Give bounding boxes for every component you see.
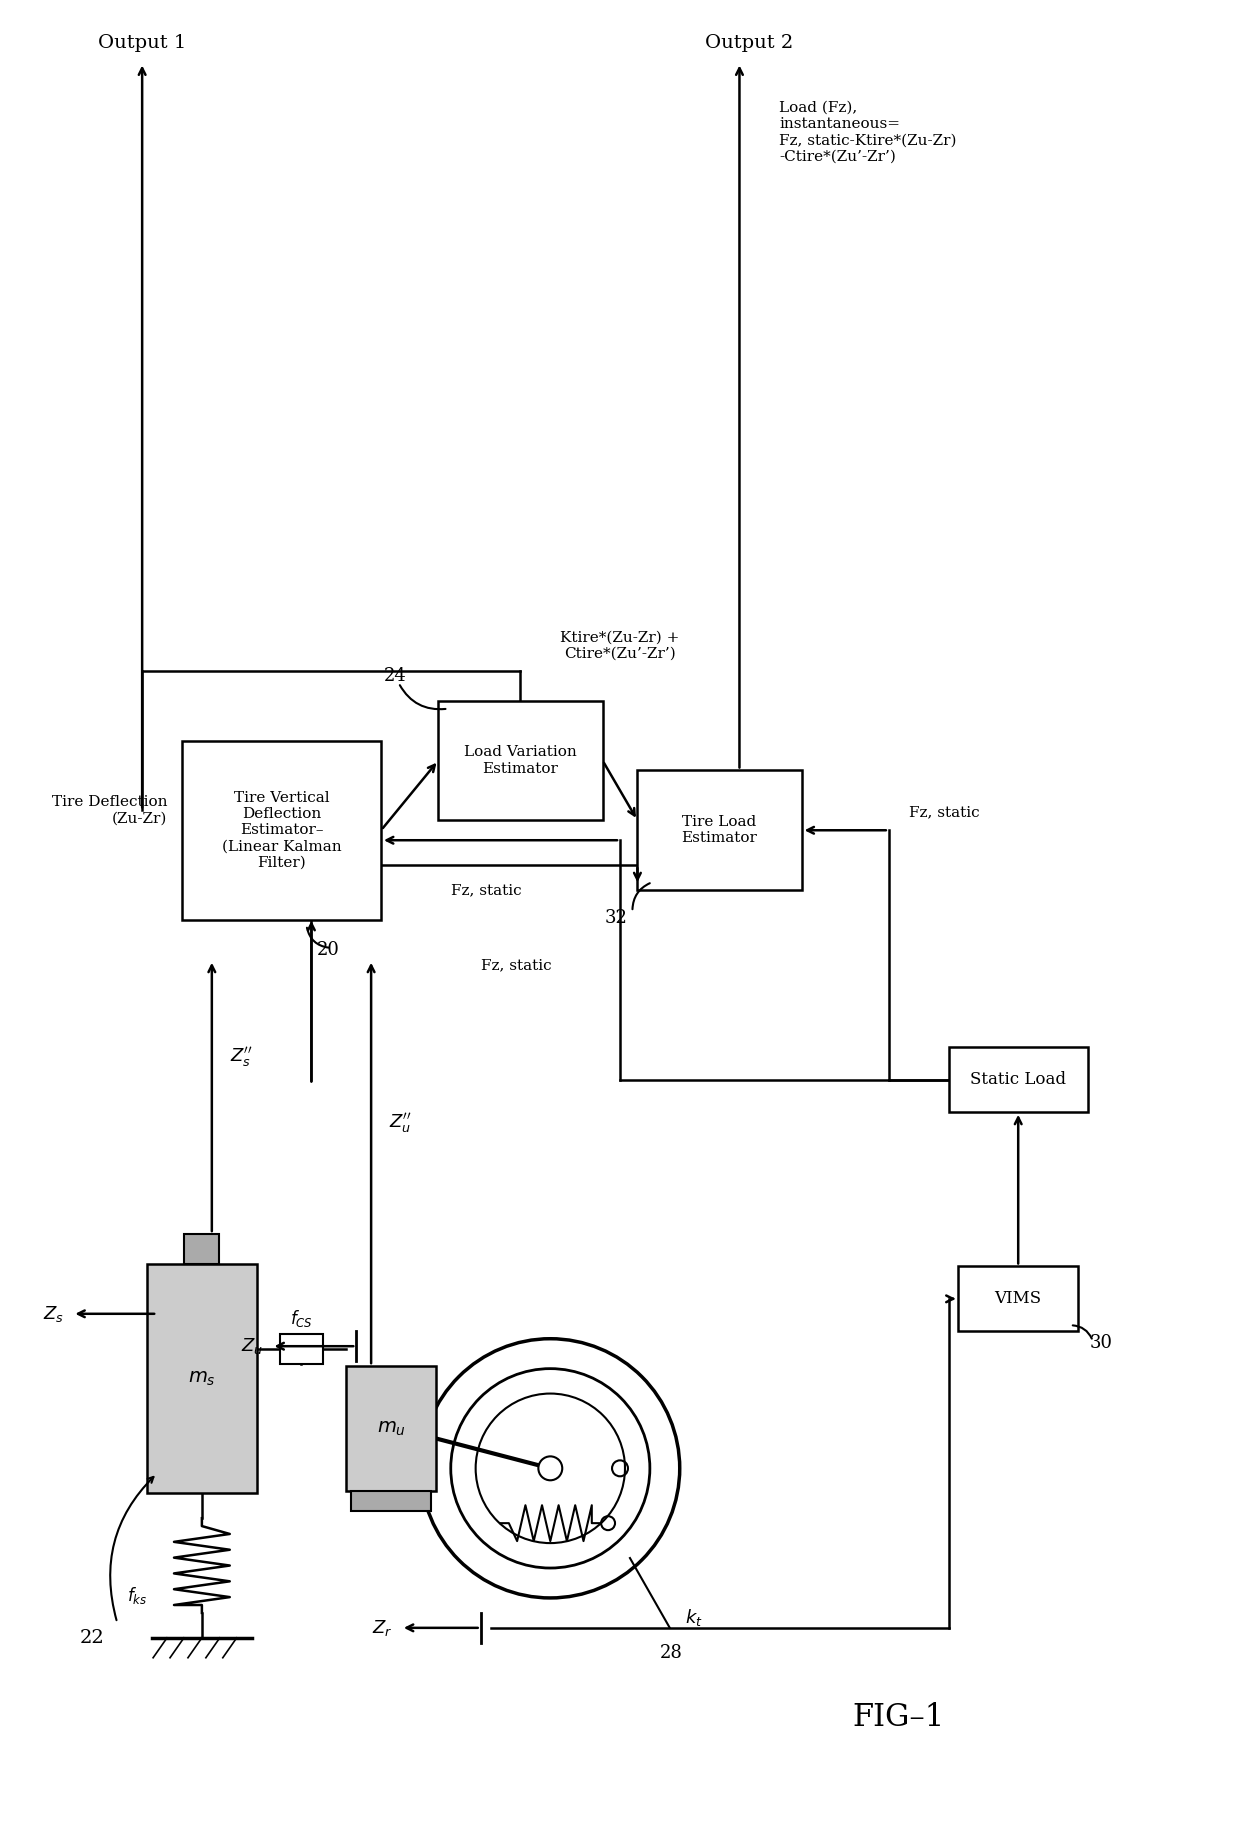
Text: $k_t$: $k_t$ — [684, 1606, 703, 1629]
Bar — [182, 740, 381, 920]
Text: $f_{ks}$: $f_{ks}$ — [126, 1584, 148, 1606]
Text: 28: 28 — [660, 1643, 683, 1662]
Text: $m_u$: $m_u$ — [377, 1419, 405, 1438]
Text: $m_s$: $m_s$ — [188, 1370, 216, 1388]
Text: Tire Vertical
Deflection
Estimator–
(Linear Kalman
Filter): Tire Vertical Deflection Estimator– (Lin… — [222, 791, 341, 870]
Text: 32: 32 — [605, 909, 627, 927]
Text: $Z_s''$: $Z_s''$ — [229, 1045, 253, 1069]
Text: VIMS: VIMS — [994, 1291, 1042, 1307]
Bar — [949, 1047, 1087, 1113]
Text: 20: 20 — [316, 940, 340, 958]
Bar — [148, 1263, 257, 1493]
Text: 24: 24 — [383, 666, 407, 685]
Bar — [346, 1366, 435, 1491]
Bar — [279, 1333, 324, 1364]
Text: Output 2: Output 2 — [706, 33, 794, 51]
Text: FIG–1: FIG–1 — [853, 1702, 945, 1733]
Text: 22: 22 — [81, 1629, 104, 1647]
Text: Tire Deflection
(Zu-Zr): Tire Deflection (Zu-Zr) — [52, 795, 167, 826]
Text: Load Variation
Estimator: Load Variation Estimator — [464, 745, 577, 775]
Bar — [185, 1234, 219, 1263]
Text: $f_{CS}$: $f_{CS}$ — [290, 1309, 312, 1329]
Text: $Z_r$: $Z_r$ — [372, 1618, 393, 1638]
Text: Output 1: Output 1 — [98, 33, 186, 51]
Text: Fz, static: Fz, static — [909, 806, 980, 819]
Text: Fz, static: Fz, static — [451, 883, 521, 898]
Text: $Z_s$: $Z_s$ — [43, 1304, 64, 1324]
Text: Tire Load
Estimator: Tire Load Estimator — [682, 815, 758, 845]
Text: Load (Fz),
instantaneous=
Fz, static-Ktire*(Zu-Zr)
-Ctire*(Zu’-Zr’): Load (Fz), instantaneous= Fz, static-Kti… — [779, 101, 957, 163]
Text: 30: 30 — [1090, 1335, 1112, 1351]
Bar — [351, 1491, 430, 1511]
Text: Static Load: Static Load — [970, 1070, 1066, 1089]
Bar — [438, 701, 603, 821]
Bar — [959, 1267, 1078, 1331]
Text: $Z_u$: $Z_u$ — [242, 1337, 264, 1357]
Bar — [637, 771, 802, 890]
Text: Fz, static: Fz, static — [481, 958, 552, 971]
Text: Ktire*(Zu-Zr) +
Ctire*(Zu’-Zr’): Ktire*(Zu-Zr) + Ctire*(Zu’-Zr’) — [560, 632, 680, 661]
Text: $Z_u''$: $Z_u''$ — [389, 1111, 412, 1135]
Circle shape — [538, 1456, 562, 1480]
